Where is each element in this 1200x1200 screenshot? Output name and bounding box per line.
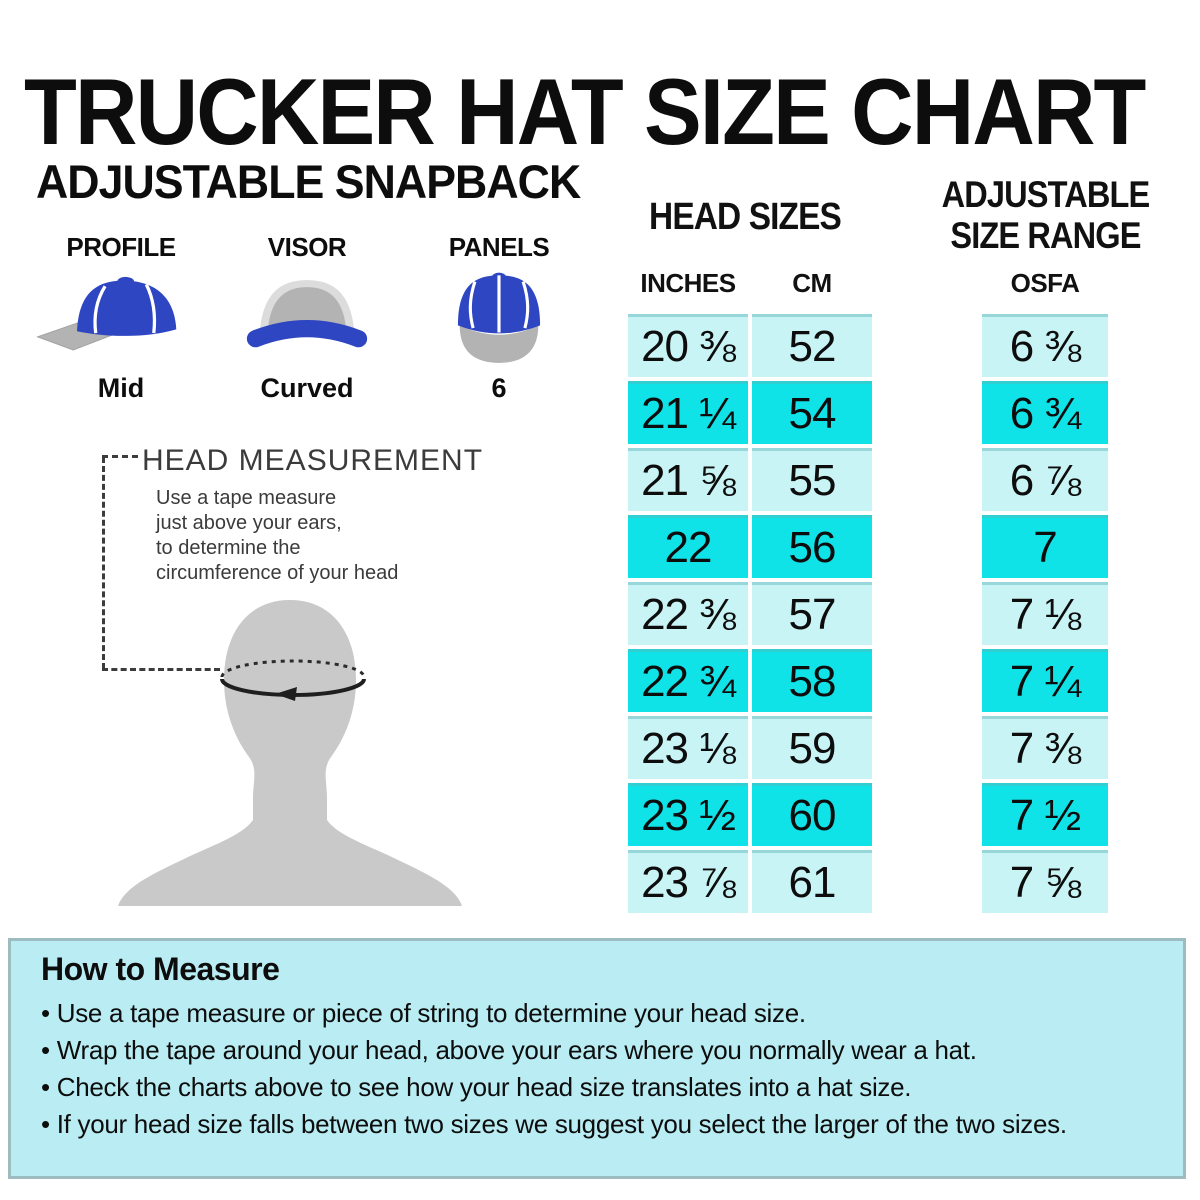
table-cell: 54 xyxy=(752,381,872,444)
callout-dashed-line-top xyxy=(102,455,138,458)
head-silhouette xyxy=(110,594,470,911)
how-to-measure-bullet: Check the charts above to see how your h… xyxy=(41,1069,1167,1106)
table-cell: 6 ⅞ xyxy=(982,448,1108,511)
head-measurement-instructions: Use a tape measure just above your ears,… xyxy=(156,486,398,586)
table-cell: 7 xyxy=(982,515,1108,578)
table-cell: 21 ⅝ xyxy=(628,448,748,511)
feature-label-visor: VISOR xyxy=(267,232,347,262)
measuring-tape-ellipse xyxy=(213,652,373,713)
head-sizes-heading: HEAD SIZES xyxy=(649,196,842,238)
cap-front-visor-icon xyxy=(212,271,402,369)
table-cell: 6 ¾ xyxy=(982,381,1108,444)
table-cell: 6 ⅜ xyxy=(982,314,1108,377)
table-cell: 52 xyxy=(752,314,872,377)
table-cell: 22 ¾ xyxy=(628,649,748,712)
cap-top-panels-icon xyxy=(404,271,594,369)
callout-dashed-line-bottom xyxy=(102,668,220,671)
feature-label-panels: PANELS xyxy=(448,232,550,262)
measurement-line: to determine the xyxy=(156,537,301,559)
size-range-heading-line1: ADJUSTABLE xyxy=(941,174,1151,215)
cap-side-profile-icon xyxy=(26,271,216,369)
page-title: TRUCKER HAT SIZE CHART xyxy=(24,59,1146,164)
table-cell: 56 xyxy=(752,515,872,578)
feature-label-profile: PROFILE xyxy=(66,232,176,262)
table-cell: 7 ¼ xyxy=(982,649,1108,712)
table-cell: 57 xyxy=(752,582,872,645)
how-to-measure-bullet: Use a tape measure or piece of string to… xyxy=(41,995,1167,1032)
feature-profile: PROFILE Mid xyxy=(26,232,216,404)
tape-arrow xyxy=(275,687,297,701)
table-cell: 20 ⅜ xyxy=(628,314,748,377)
feature-panels: PANELS 6 xyxy=(404,232,594,404)
table-cell: 59 xyxy=(752,716,872,779)
table-cell: 7 ½ xyxy=(982,783,1108,846)
feature-visor: VISOR Curved xyxy=(212,232,402,404)
measurement-line: Use a tape measure xyxy=(156,487,337,509)
table-cell: 23 ½ xyxy=(628,783,748,846)
how-to-measure-bullet: If your head size falls between two size… xyxy=(41,1106,1167,1143)
measurement-line: just above your ears, xyxy=(156,512,342,534)
table-cell: 55 xyxy=(752,448,872,511)
feature-value-visor: Curved xyxy=(260,373,354,403)
how-to-measure-bullet: Wrap the tape around your head, above yo… xyxy=(41,1032,1167,1069)
size-range-heading: ADJUSTABLE SIZE RANGE xyxy=(933,174,1157,256)
how-to-measure-heading: How to Measure xyxy=(41,951,280,987)
callout-dashed-line-vertical xyxy=(102,457,105,669)
cm-column: 52 54 55 56 57 58 59 60 61 xyxy=(752,314,872,913)
table-cell: 22 ⅜ xyxy=(628,582,748,645)
table-cell: 7 ⅛ xyxy=(982,582,1108,645)
column-header-cm: CM xyxy=(792,268,832,298)
size-range-heading-line2: SIZE RANGE xyxy=(950,215,1141,256)
feature-value-profile: Mid xyxy=(97,373,145,403)
column-header-osfa: OSFA xyxy=(1010,268,1080,298)
measurement-line: circumference of your head xyxy=(156,562,399,584)
osfa-column: 6 ⅜ 6 ¾ 6 ⅞ 7 7 ⅛ 7 ¼ 7 ⅜ 7 ½ 7 ⅝ xyxy=(982,314,1108,913)
inches-column: 20 ⅜ 21 ¼ 21 ⅝ 22 22 ⅜ 22 ¾ 23 ⅛ 23 ½ 23… xyxy=(628,314,748,913)
table-cell: 23 ⅛ xyxy=(628,716,748,779)
table-cell: 22 xyxy=(628,515,748,578)
table-cell: 60 xyxy=(752,783,872,846)
table-cell: 61 xyxy=(752,850,872,913)
table-cell: 7 ⅝ xyxy=(982,850,1108,913)
how-to-measure-box: How to Measure Use a tape measure or pie… xyxy=(8,938,1186,1179)
table-cell: 7 ⅜ xyxy=(982,716,1108,779)
table-cell: 21 ¼ xyxy=(628,381,748,444)
subtitle: ADJUSTABLE SNAPBACK xyxy=(36,155,581,208)
table-cell: 23 ⅞ xyxy=(628,850,748,913)
head-measurement-heading: HEAD MEASUREMENT xyxy=(142,444,484,477)
column-header-inches: INCHES xyxy=(640,268,736,298)
feature-value-panels: 6 xyxy=(491,373,507,403)
table-cell: 58 xyxy=(752,649,872,712)
